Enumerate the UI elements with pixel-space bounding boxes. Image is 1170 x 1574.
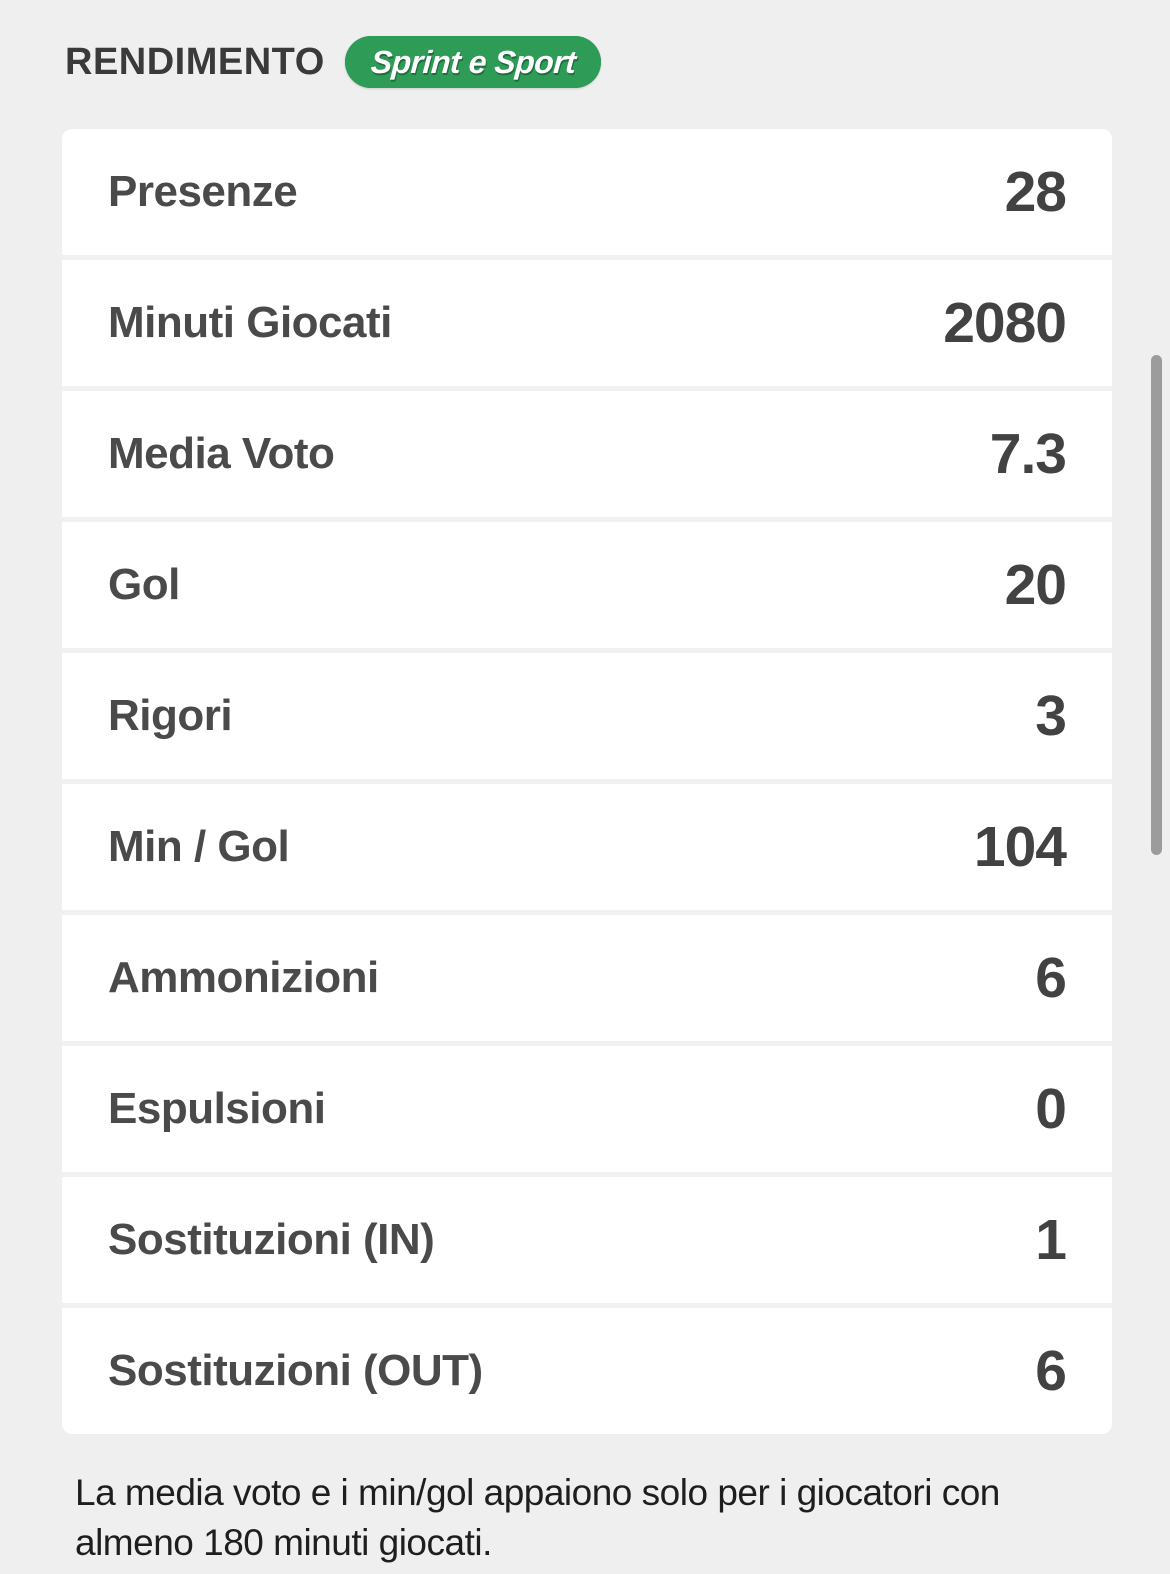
stat-row: Sostituzioni (OUT) 6	[62, 1308, 1112, 1434]
stat-label: Sostituzioni (IN)	[108, 1215, 435, 1264]
stat-label: Sostituzioni (OUT)	[108, 1346, 483, 1395]
stat-value: 7.3	[989, 422, 1067, 486]
stat-label: Min / Gol	[108, 822, 290, 871]
stat-row: Presenze 28	[62, 129, 1112, 255]
stat-row: Gol 20	[62, 522, 1112, 648]
scrollbar-thumb[interactable]	[1151, 355, 1162, 855]
stat-value: 6	[1035, 1339, 1067, 1403]
stat-value: 6	[1035, 946, 1067, 1010]
stat-row: Rigori 3	[62, 653, 1112, 779]
stat-value: 3	[1035, 684, 1067, 748]
stat-label: Rigori	[108, 691, 233, 740]
stat-label: Espulsioni	[108, 1084, 326, 1133]
stats-table: Presenze 28 Minuti Giocati 2080 Media Vo…	[62, 129, 1112, 1434]
page-title: RENDIMENTO	[65, 40, 325, 83]
stat-value: 0	[1035, 1077, 1067, 1141]
stat-value: 20	[1004, 553, 1067, 617]
sprint-e-sport-logo-badge[interactable]: Sprint e Sport	[344, 36, 602, 88]
header: RENDIMENTO Sprint e Sport	[65, 36, 602, 88]
stat-row: Ammonizioni 6	[62, 915, 1112, 1041]
stat-row: Media Voto 7.3	[62, 391, 1112, 517]
footnote: La media voto e i min/gol appaiono solo …	[75, 1472, 1000, 1564]
stat-row: Min / Gol 104	[62, 784, 1112, 910]
stat-value: 104	[973, 815, 1067, 879]
stat-row: Espulsioni 0	[62, 1046, 1112, 1172]
stat-label: Gol	[108, 560, 180, 609]
stat-value: 28	[1004, 160, 1067, 224]
stat-value: 1	[1035, 1208, 1067, 1272]
stat-label: Presenze	[108, 167, 298, 216]
sprint-e-sport-logo-text: Sprint e Sport	[369, 43, 577, 80]
stat-label: Minuti Giocati	[108, 298, 392, 347]
stat-label: Media Voto	[108, 429, 335, 478]
stat-label: Ammonizioni	[108, 953, 379, 1002]
stat-value: 2080	[943, 291, 1067, 355]
stat-row: Minuti Giocati 2080	[62, 260, 1112, 386]
stat-row: Sostituzioni (IN) 1	[62, 1177, 1112, 1303]
